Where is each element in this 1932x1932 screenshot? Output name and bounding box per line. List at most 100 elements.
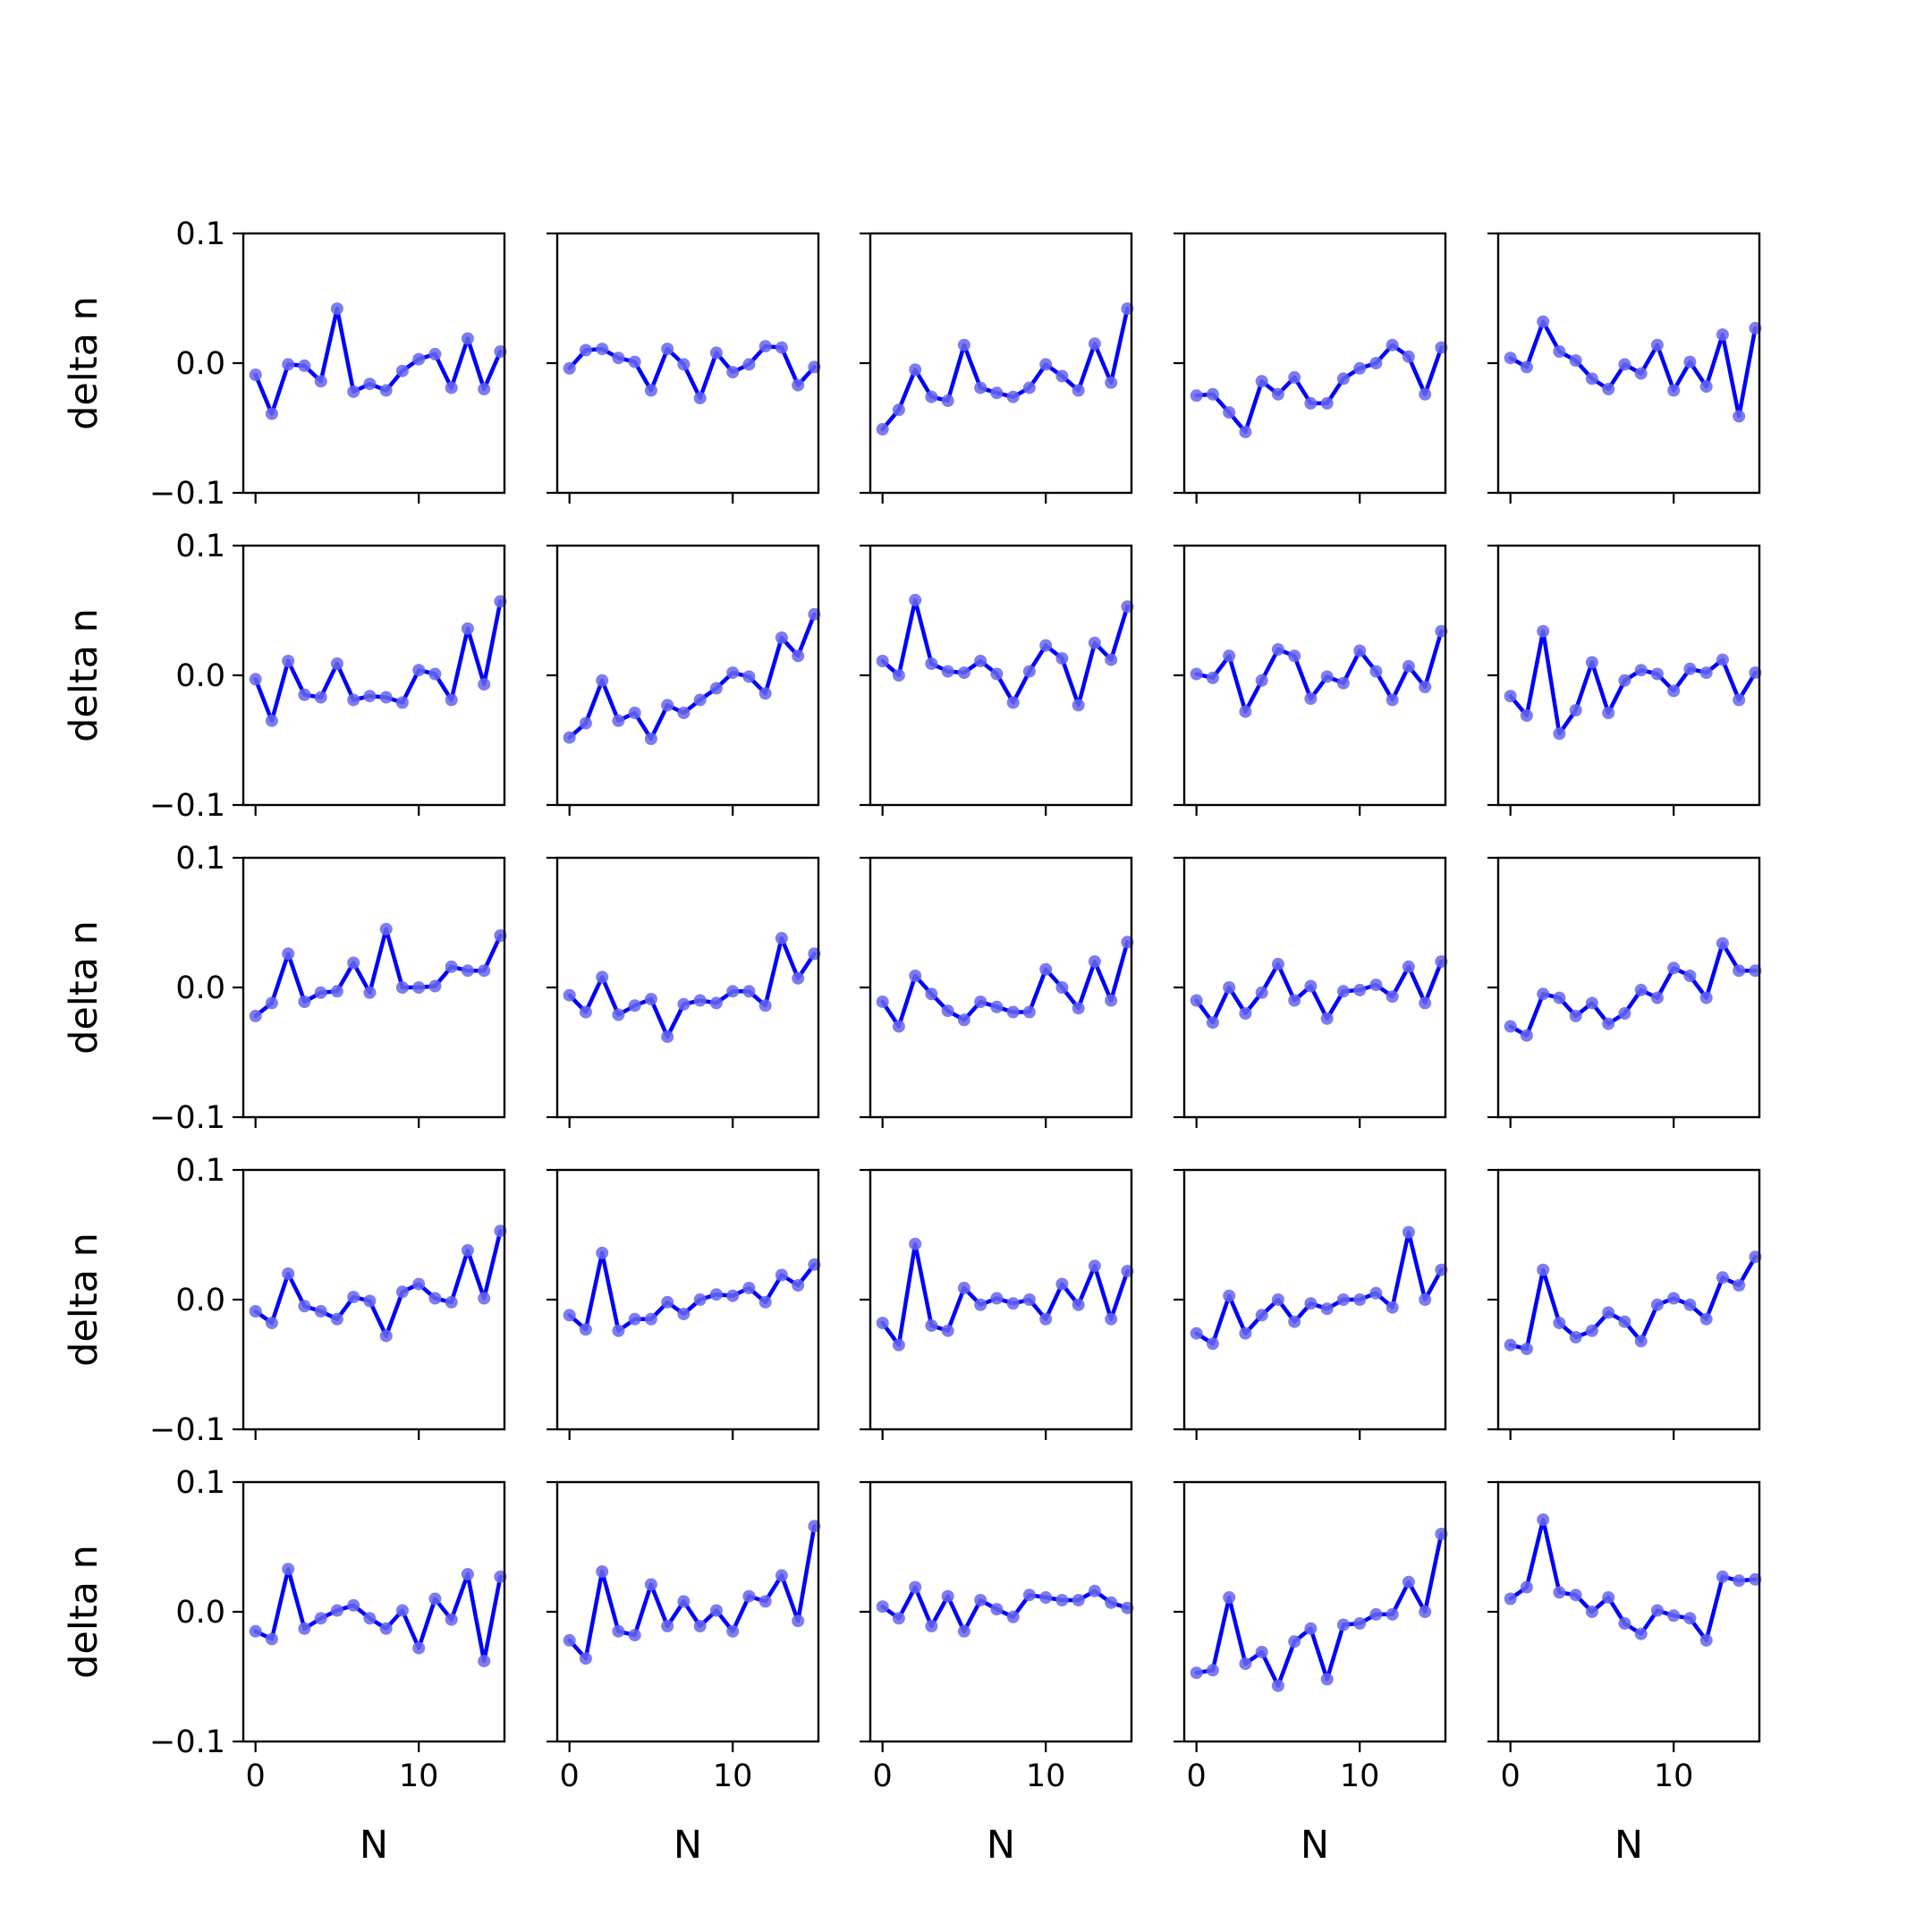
data-point	[742, 985, 756, 998]
data-point	[596, 1246, 609, 1259]
data-point	[1585, 1606, 1598, 1618]
series-line	[1508, 941, 1758, 1038]
data-point	[1716, 1570, 1729, 1583]
x-axis-label: N	[360, 1823, 388, 1868]
data-point	[1336, 372, 1350, 386]
data-point	[1239, 1657, 1252, 1670]
subplot-r3-c4	[1174, 856, 1448, 1128]
data-point	[1239, 1007, 1252, 1020]
data-point	[1039, 1312, 1053, 1326]
data-point	[661, 343, 674, 356]
subplot-r4-c2	[547, 1168, 821, 1440]
data-point	[726, 666, 740, 680]
data-point	[892, 669, 905, 682]
data-point	[644, 1312, 657, 1326]
data-point	[395, 364, 409, 377]
data-point	[461, 622, 474, 635]
data-point	[1255, 986, 1268, 999]
data-point	[1602, 1591, 1615, 1604]
subplot-r5-c2: 0 10 N	[547, 1480, 821, 1868]
data-point	[1088, 636, 1101, 649]
data-point	[742, 1589, 756, 1603]
series-line	[1508, 629, 1758, 736]
y-tick-label: 0.0	[175, 1283, 225, 1318]
subplot-r1-c1: −0.1 0.0 0.1 delta n	[62, 216, 507, 512]
data-point	[298, 688, 311, 701]
data-point	[1190, 994, 1203, 1007]
y-tick-label: 0.1	[175, 1153, 225, 1189]
data-point	[478, 678, 491, 691]
data-point	[314, 1612, 327, 1625]
series-line	[880, 1241, 1130, 1348]
data-point	[1585, 656, 1598, 669]
data-point	[1569, 354, 1582, 368]
y-axis-label: delta n	[62, 1545, 106, 1679]
data-point	[1733, 693, 1746, 707]
x-axis-label: N	[1301, 1823, 1329, 1868]
data-point	[412, 1641, 426, 1655]
data-point	[693, 1293, 707, 1306]
data-point	[661, 1295, 674, 1309]
data-point	[909, 1580, 922, 1594]
data-point	[892, 403, 905, 417]
y-tick-label: 0.1	[175, 841, 225, 877]
data-point	[644, 1578, 657, 1591]
data-point	[1190, 1666, 1203, 1680]
data-point	[941, 1589, 954, 1603]
data-point	[1683, 1298, 1697, 1311]
y-tick-label: 0.1	[175, 216, 225, 252]
x-tick-label: 10	[1026, 1758, 1066, 1794]
data-point	[990, 386, 1004, 400]
data-point	[563, 361, 576, 375]
data-point	[478, 964, 491, 978]
data-point	[1271, 387, 1284, 401]
data-point	[1223, 1591, 1236, 1604]
subplot-r5-c5: 0 10 N	[1487, 1480, 1762, 1868]
data-point	[461, 1243, 474, 1257]
series-line	[567, 343, 817, 401]
data-point	[775, 1268, 788, 1282]
series-line	[880, 597, 1130, 708]
data-point	[1320, 1302, 1334, 1316]
series-line	[253, 1228, 503, 1338]
data-point	[1650, 338, 1664, 352]
data-point	[1699, 1312, 1713, 1326]
data-point	[677, 1308, 691, 1320]
subplot-r5-c3: 0 10 N	[860, 1480, 1134, 1868]
data-point	[1320, 396, 1334, 410]
data-point	[677, 997, 691, 1011]
subplot-r3-c3	[860, 856, 1134, 1128]
data-point	[612, 1624, 625, 1638]
data-point	[1537, 987, 1550, 1001]
data-point	[775, 631, 788, 644]
data-point	[925, 987, 938, 1001]
data-point	[876, 996, 889, 1008]
subplot-r3-c5	[1487, 856, 1762, 1128]
data-point	[726, 366, 740, 379]
data-point	[1006, 1297, 1020, 1310]
data-point	[1634, 1627, 1648, 1640]
series-line	[567, 1524, 817, 1661]
y-tick-label: −0.1	[149, 788, 225, 824]
data-point	[428, 667, 442, 681]
data-point	[347, 1598, 360, 1612]
data-point	[775, 1569, 788, 1582]
data-point	[445, 693, 458, 707]
data-point	[974, 1298, 987, 1311]
data-point	[445, 1295, 458, 1309]
series-line	[567, 1250, 817, 1334]
subplot-r2-c5	[1487, 544, 1762, 816]
data-point	[1088, 1259, 1101, 1273]
data-point	[1369, 1286, 1383, 1300]
data-point	[644, 384, 657, 397]
x-tick-label: 10	[1340, 1758, 1380, 1794]
subplot-r1-c2	[547, 232, 821, 504]
data-point	[579, 1323, 592, 1336]
data-point	[876, 1317, 889, 1330]
data-point	[265, 407, 278, 420]
data-point	[1055, 652, 1069, 665]
x-axis-label: N	[1614, 1823, 1643, 1868]
data-point	[1022, 381, 1036, 394]
data-point	[925, 390, 938, 403]
